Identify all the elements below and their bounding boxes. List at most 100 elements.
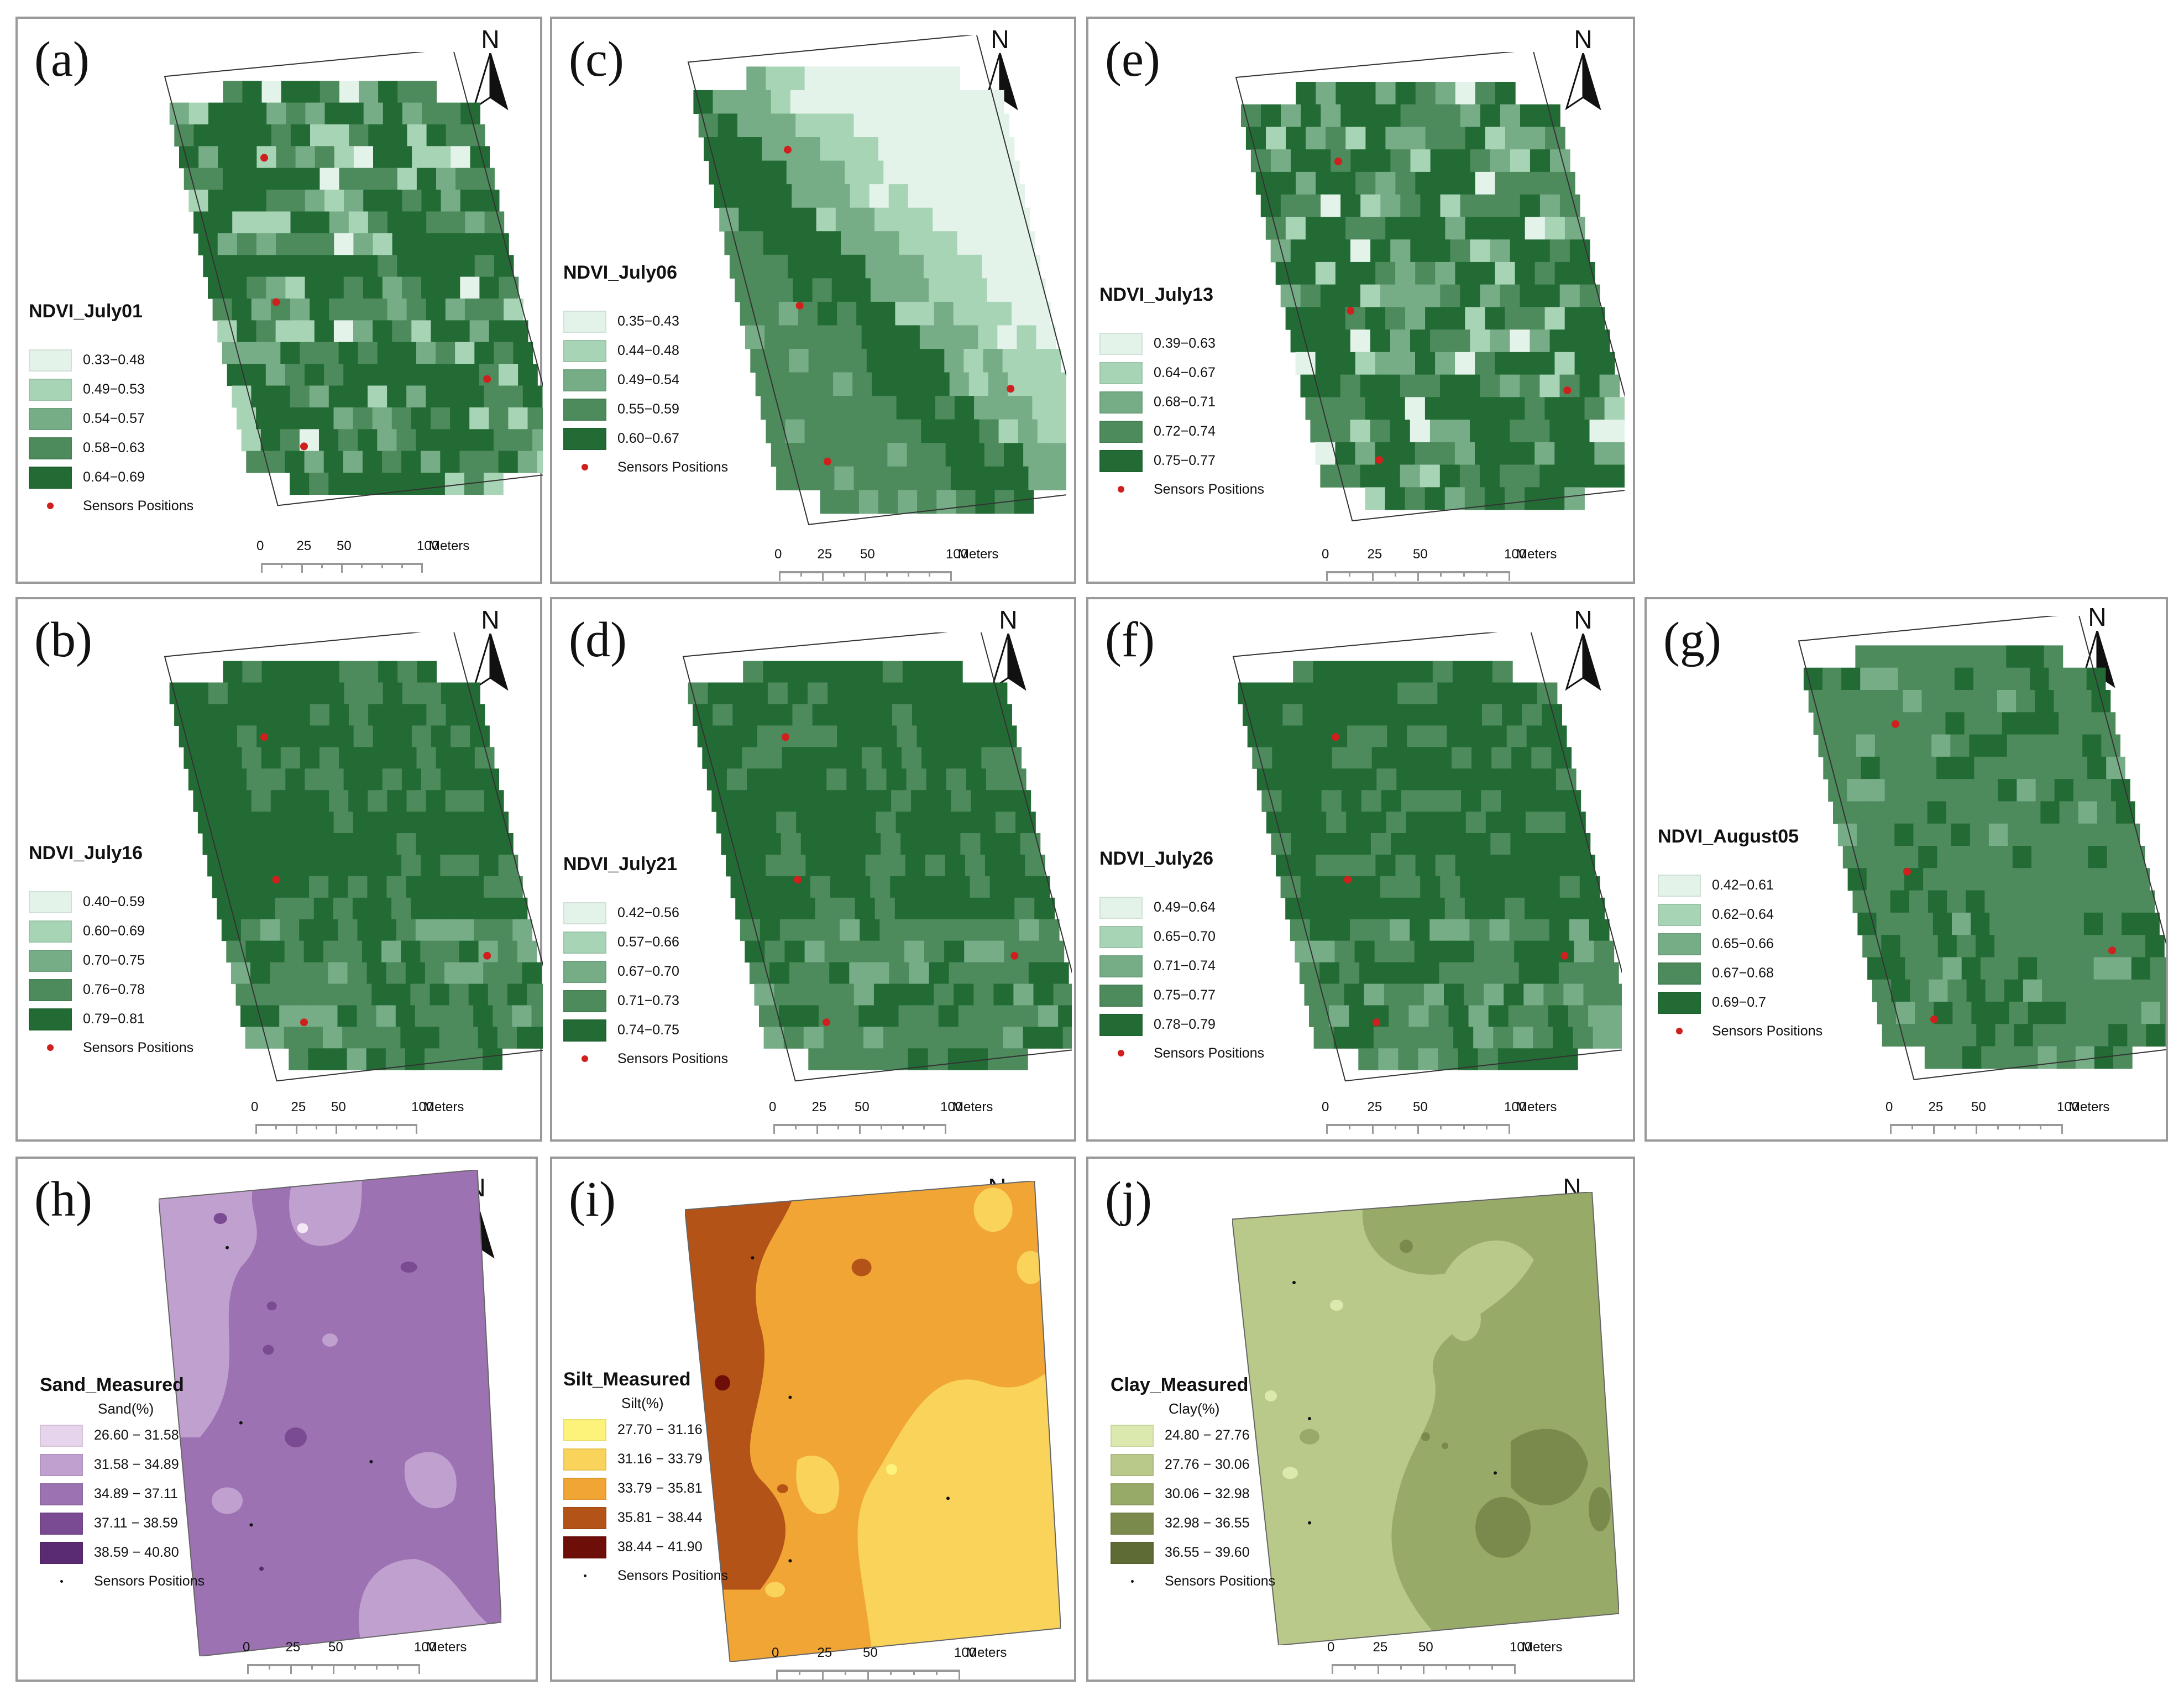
ndvi-cell [1325, 897, 1346, 920]
ndvi-cell [1430, 239, 1450, 263]
ndvi-cell [1939, 1024, 1958, 1047]
ndvi-cell [2083, 823, 2103, 846]
ndvi-cell [1025, 278, 1046, 302]
legend-swatch [1099, 391, 1143, 414]
ndvi-cell [1472, 661, 1493, 683]
ndvi-cell [1295, 940, 1315, 963]
ndvi-cell [982, 254, 1002, 279]
ndvi-cell [455, 747, 475, 769]
ndvi-cell [474, 919, 494, 941]
ndvi-cell [1855, 645, 1875, 668]
ndvi-cell [912, 113, 932, 138]
ndvi-cell [750, 349, 770, 373]
ndvi-cell [2087, 756, 2107, 780]
legend-swatch [1099, 420, 1143, 443]
ndvi-cell [1861, 846, 1881, 869]
ndvi-cell [1345, 127, 1366, 150]
ndvi-cell [397, 661, 417, 683]
ndvi-cell [1525, 307, 1546, 330]
ndvi-cell [1460, 104, 1481, 127]
ndvi-cell [970, 466, 990, 490]
ndvi-cell [772, 184, 792, 208]
ndvi-cell [1594, 442, 1615, 465]
ndvi-cell [1028, 466, 1049, 490]
ndvi-cell [783, 661, 804, 683]
scale-minor-tick [1491, 1664, 1493, 1670]
ndvi-cell [2056, 957, 2075, 980]
ndvi-cell [507, 983, 527, 1006]
ndvi-cell [1018, 1005, 1039, 1027]
ndvi-cell [270, 962, 290, 985]
ndvi-cell [217, 233, 238, 255]
ndvi-cell [1924, 1046, 1944, 1069]
ndvi-cell [789, 962, 810, 985]
ndvi-cell [785, 854, 806, 877]
ndvi-cell [1429, 919, 1450, 941]
legend: Clay_Measured Clay(%) 24.80 − 27.76 27.76 −… [1111, 1374, 1275, 1595]
ndvi-cell [478, 1027, 498, 1049]
ndvi-cell [747, 160, 768, 185]
scale-minor-tick [1997, 1124, 1999, 1129]
legend-swatch [29, 466, 72, 489]
ndvi-cell [1435, 82, 1456, 105]
ndvi-cell [1393, 1027, 1414, 1049]
ndvi-cell [1292, 747, 1313, 769]
sensor-position [1563, 386, 1572, 394]
legend-swatch [1099, 362, 1143, 384]
ndvi-cell [1355, 442, 1376, 465]
ndvi-cell [1554, 261, 1575, 285]
ndvi-cell [392, 725, 412, 747]
ndvi-cell [1462, 704, 1483, 726]
ndvi-cell [329, 299, 349, 321]
ndvi-cell [992, 704, 1012, 726]
ndvi-cell [1330, 420, 1351, 443]
ndvi-cell [1415, 261, 1436, 285]
legend-item: 0.57−0.66 [563, 928, 728, 957]
legend-item: 0.49−0.64 [1099, 893, 1264, 922]
ndvi-cell [830, 876, 851, 898]
ndvi-cell [1291, 833, 1312, 855]
ndvi-cell [1310, 329, 1331, 353]
ndvi-cell [305, 768, 325, 791]
ndvi-cell [1539, 194, 1560, 217]
ndvi-cell [883, 160, 903, 185]
ndvi-cell [241, 429, 261, 452]
ndvi-cell [921, 419, 941, 443]
ndvi-cell [1320, 876, 1341, 898]
ndvi-cell [986, 768, 1007, 791]
ndvi-cell [1544, 217, 1565, 240]
ndvi-cell [930, 876, 951, 898]
ndvi-cell [1974, 756, 1993, 780]
ndvi-cell [884, 940, 905, 963]
ndvi-cell [1952, 1001, 1972, 1024]
ndvi-cell [328, 962, 348, 985]
ndvi-cell [2032, 935, 2051, 958]
ndvi-cell [856, 301, 876, 326]
ndvi-cell [193, 124, 214, 147]
legend-label: 31.16 − 33.79 [617, 1451, 703, 1467]
ndvi-cell [837, 301, 857, 326]
ndvi-cell [450, 320, 470, 343]
ndvi-cell [808, 1048, 829, 1070]
ndvi-cell [363, 364, 383, 386]
ndvi-cell [1335, 171, 1356, 195]
legend-sensor-label: Sensors Positions [1154, 481, 1265, 497]
ndvi-cell [1989, 912, 2009, 935]
ndvi-cell [1043, 443, 1062, 467]
ndvi-cell [1380, 104, 1401, 127]
legend-swatch [1111, 1512, 1154, 1535]
ndvi-cell [2112, 868, 2131, 891]
ndvi-cell [1305, 217, 1326, 240]
ndvi-cell [876, 301, 895, 326]
ndvi-cell [1495, 854, 1516, 877]
ndvi-cell [923, 1027, 944, 1049]
ndvi-cell [903, 1027, 924, 1049]
ndvi-cell [779, 1005, 799, 1027]
ndvi-cell [348, 876, 368, 898]
ndvi-cell [264, 1027, 285, 1049]
ndvi-cell [1808, 690, 1828, 713]
ndvi-cell [736, 812, 757, 834]
legend-label: 0.42−0.56 [617, 905, 679, 920]
ndvi-cell [208, 682, 228, 704]
ndvi-cell [1357, 768, 1377, 791]
